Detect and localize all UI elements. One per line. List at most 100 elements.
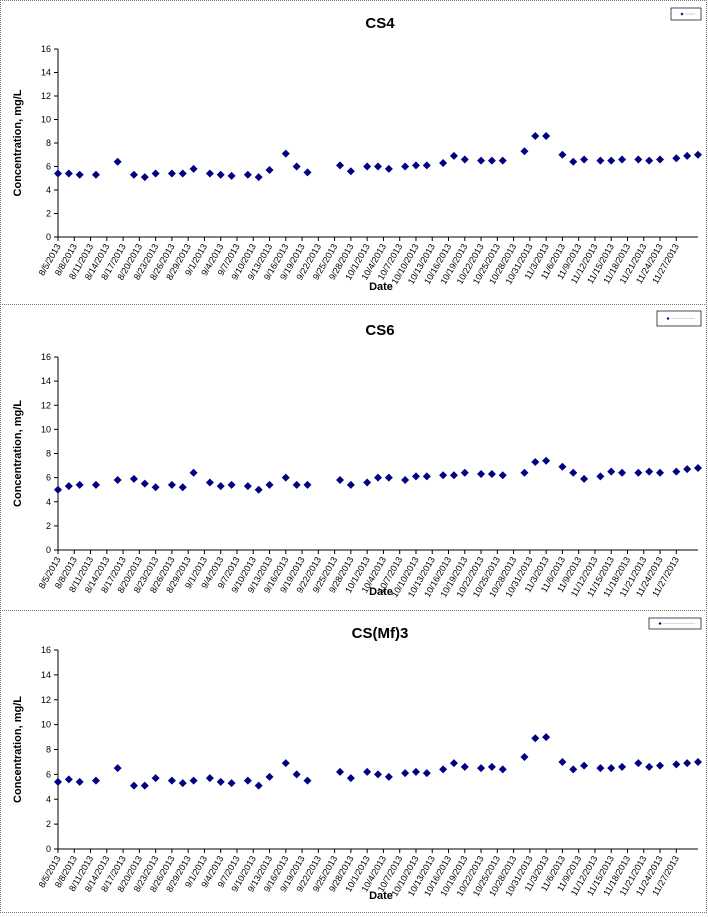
data-point xyxy=(449,471,458,480)
chart-panel-cs4: CS4 0 2 4 6 8 10 12 14 16 8/5/2013 8/8/2013 8/11/201… xyxy=(1,1,706,303)
y-tick-label: 8 xyxy=(46,138,51,148)
chart-title: CS(Mf)3 xyxy=(352,625,409,642)
data-point xyxy=(151,169,160,178)
data-point xyxy=(520,147,529,156)
data-point xyxy=(694,150,702,159)
legend-marker xyxy=(680,12,684,16)
data-point xyxy=(129,170,138,179)
data-point xyxy=(243,482,252,491)
data-point xyxy=(607,156,616,165)
data-point xyxy=(129,781,138,790)
data-point xyxy=(487,470,496,479)
data-point xyxy=(520,752,529,761)
data-point xyxy=(422,769,431,778)
x-axis-title: Date xyxy=(369,890,393,902)
data-point xyxy=(558,757,567,766)
data-point xyxy=(64,169,73,178)
data-point xyxy=(569,468,578,477)
x-axis-title: Date xyxy=(369,586,393,598)
data-point xyxy=(683,759,692,768)
data-point xyxy=(477,470,486,479)
data-point xyxy=(216,777,225,786)
data-point xyxy=(281,759,290,768)
data-point xyxy=(75,777,84,786)
data-point xyxy=(243,170,252,179)
data-point xyxy=(645,762,654,771)
data-point xyxy=(422,472,431,481)
data-point xyxy=(374,473,382,482)
data-point xyxy=(265,480,274,489)
data-point xyxy=(75,170,84,179)
data-point xyxy=(683,151,692,160)
data-point xyxy=(281,149,290,158)
panel-divider xyxy=(0,610,707,611)
data-point xyxy=(254,485,263,494)
data-point xyxy=(672,467,681,476)
data-point xyxy=(384,164,393,173)
data-point xyxy=(656,155,665,164)
y-tick-label: 10 xyxy=(41,115,51,125)
data-point xyxy=(292,770,301,779)
data-point xyxy=(460,155,469,164)
data-point xyxy=(113,476,122,485)
y-tick-label: 12 xyxy=(41,695,51,705)
data-point xyxy=(477,156,486,165)
y-tick-label: 14 xyxy=(41,670,51,680)
data-point xyxy=(694,463,702,472)
y-tick-label: 16 xyxy=(41,645,51,655)
data-point xyxy=(363,767,372,776)
data-point xyxy=(254,781,263,790)
data-point xyxy=(531,734,540,743)
data-point xyxy=(54,777,62,786)
data-point xyxy=(498,765,507,774)
legend-marker xyxy=(666,317,670,320)
y-tick-label: 12 xyxy=(41,91,51,101)
data-point xyxy=(178,779,187,788)
data-point xyxy=(580,474,589,483)
data-point xyxy=(498,471,507,480)
data-point xyxy=(292,162,301,171)
data-point xyxy=(384,473,393,482)
data-point xyxy=(634,468,643,477)
data-point xyxy=(634,155,643,164)
data-point xyxy=(113,157,122,166)
data-point xyxy=(336,767,345,776)
data-point xyxy=(91,480,100,489)
chart-title: CS6 xyxy=(365,322,394,339)
data-point xyxy=(401,769,410,778)
data-point xyxy=(227,779,236,788)
data-point xyxy=(167,776,176,785)
y-tick-label: 4 xyxy=(46,185,51,195)
data-point xyxy=(487,156,496,165)
data-point xyxy=(384,772,393,781)
data-point xyxy=(54,485,62,494)
panel-divider xyxy=(0,304,707,305)
data-point xyxy=(596,156,605,165)
data-point xyxy=(634,759,643,768)
data-point xyxy=(439,471,448,480)
chart-panel-cs6: CS6 0 2 4 6 8 10 12 14 16 8/5/2013 8/8/2013 8/11/201… xyxy=(1,306,706,608)
data-point xyxy=(346,774,355,783)
data-point xyxy=(542,456,551,465)
data-point xyxy=(439,765,448,774)
y-tick-label: 8 xyxy=(46,449,51,459)
data-point xyxy=(531,131,540,140)
data-point xyxy=(618,762,627,771)
data-point xyxy=(140,781,149,790)
y-tick-label: 8 xyxy=(46,745,51,755)
data-point xyxy=(487,762,496,771)
data-point xyxy=(336,161,345,170)
data-point xyxy=(281,473,290,482)
y-tick-label: 6 xyxy=(46,162,51,172)
data-point xyxy=(607,467,616,476)
chart-cs6: CS602468101214168/5/20138/8/20138/11/201… xyxy=(12,310,702,599)
data-point xyxy=(167,480,176,489)
data-point xyxy=(178,483,187,492)
data-point xyxy=(113,764,122,773)
data-point xyxy=(542,733,551,742)
data-point xyxy=(363,478,372,487)
data-point xyxy=(75,480,84,489)
data-point xyxy=(265,166,274,175)
y-tick-label: 6 xyxy=(46,473,51,483)
x-axis-title: Date xyxy=(369,281,393,293)
